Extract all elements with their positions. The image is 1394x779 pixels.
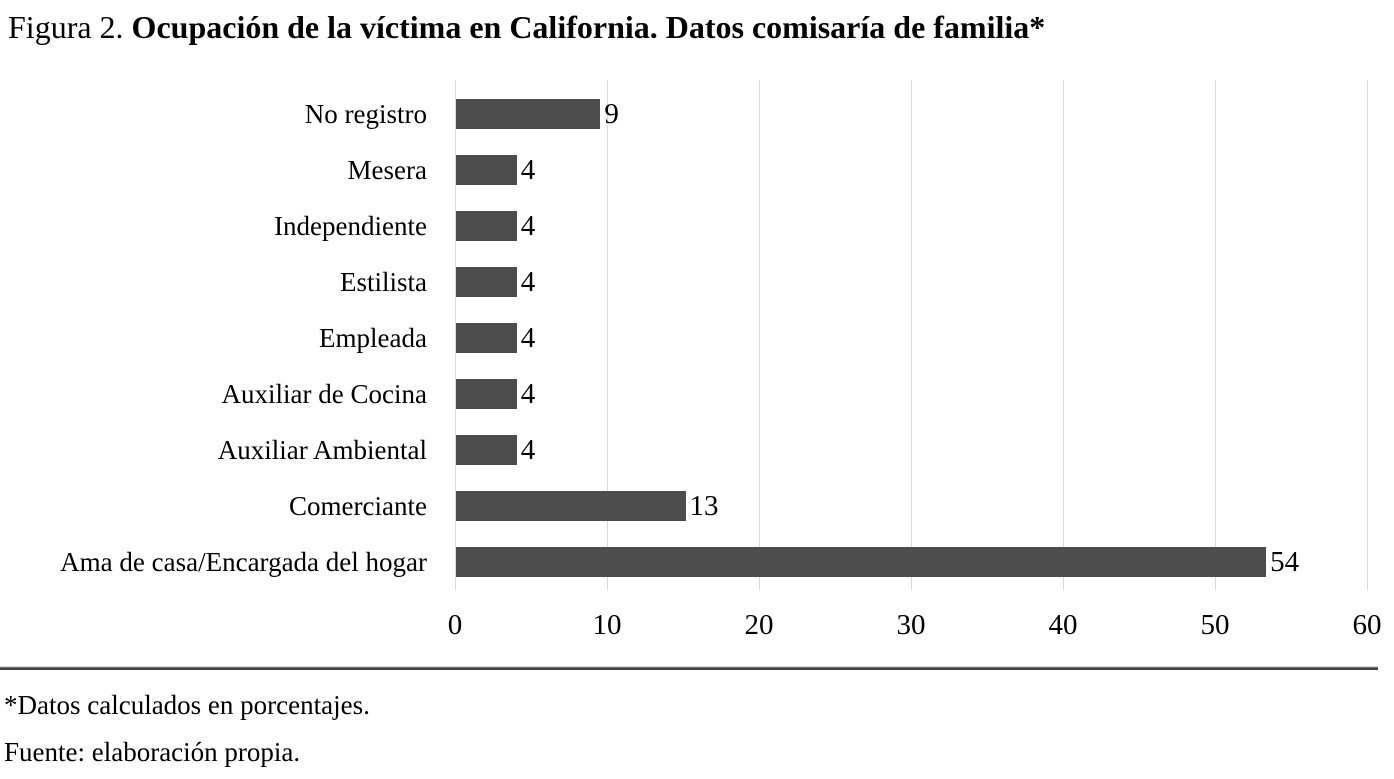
- gridline: [1214, 80, 1216, 590]
- x-tick-label: 0: [447, 609, 463, 641]
- value-label: 4: [520, 154, 536, 186]
- gridline: [758, 80, 760, 590]
- bar-chart: 0 10 20 30 40 50 60 No registro 9 Mesera 4 Independ…: [60, 80, 1382, 641]
- gridline: [1366, 80, 1368, 590]
- category-label: Mesera: [347, 155, 427, 185]
- category-label: Auxiliar de Cocina: [221, 379, 427, 409]
- value-label: 9: [604, 98, 619, 130]
- figure-title-text: Ocupación de la víctima en California. D…: [131, 9, 1046, 45]
- x-tick-label: 40: [1048, 609, 1078, 641]
- bar: [456, 211, 517, 241]
- bar: [456, 379, 517, 409]
- figure-number-label: Figura 2.: [8, 9, 132, 45]
- footnote-asterisk: *Datos calculados en porcentajes.: [4, 690, 370, 720]
- bar: [456, 323, 517, 353]
- bar: [456, 267, 517, 297]
- x-tick-label: 50: [1200, 609, 1230, 641]
- gridline: [606, 80, 608, 590]
- x-tick-label: 30: [896, 609, 926, 641]
- bar: [456, 491, 686, 521]
- value-label: 4: [520, 378, 536, 410]
- value-label: 13: [689, 490, 719, 522]
- value-label: 54: [1270, 546, 1300, 578]
- category-label: Auxiliar Ambiental: [217, 435, 427, 465]
- category-label: No registro: [304, 99, 427, 129]
- value-label: 4: [520, 322, 536, 354]
- category-label: Independiente: [274, 211, 427, 241]
- footnote-source: Fuente: elaboración propia.: [4, 737, 301, 767]
- value-label: 4: [520, 266, 536, 298]
- x-tick-label: 10: [592, 609, 622, 641]
- gridline: [910, 80, 912, 590]
- gridline: [1062, 80, 1064, 590]
- x-tick-label: 20: [744, 609, 774, 641]
- gridline: [454, 80, 456, 590]
- category-label: Empleada: [319, 323, 427, 353]
- divider-rule: [0, 666, 1378, 670]
- category-label: Estilista: [340, 267, 427, 297]
- category-label: Ama de casa/Encargada del hogar: [60, 547, 427, 577]
- bar: [456, 435, 517, 465]
- figure-title: Figura 2. Ocupación de la víctima en Cal…: [8, 8, 1045, 46]
- bar: [456, 155, 517, 185]
- value-label: 4: [520, 434, 536, 466]
- value-label: 4: [520, 210, 536, 242]
- bar: [456, 99, 601, 129]
- category-label: Comerciante: [289, 491, 427, 521]
- bar: [456, 547, 1267, 577]
- x-tick-label: 60: [1352, 609, 1382, 641]
